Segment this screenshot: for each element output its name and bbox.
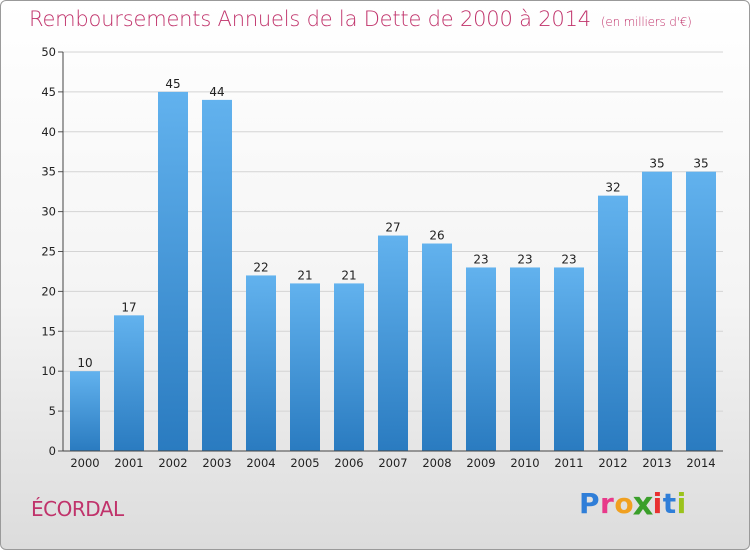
x-tick-label: 2012	[598, 456, 627, 470]
x-tick-label: 2005	[290, 456, 319, 470]
data-label: 35	[693, 157, 708, 171]
data-label: 17	[121, 300, 136, 314]
y-tick-label: 0	[49, 444, 56, 458]
bar	[686, 171, 716, 451]
x-tick-label: 2013	[642, 456, 671, 470]
bar	[114, 315, 144, 451]
bar	[334, 283, 364, 451]
y-tick-label: 30	[41, 205, 56, 219]
y-axis-ticks: 0 5 10 15 20 25 30 35 40 45 50	[41, 45, 63, 458]
data-label: 21	[341, 268, 356, 282]
x-tick-label: 2004	[246, 456, 275, 470]
bar	[642, 171, 672, 451]
bar	[246, 275, 276, 451]
y-tick-label: 50	[41, 45, 56, 59]
x-tick-label: 2006	[334, 456, 363, 470]
bar	[422, 243, 452, 451]
chart-title-text: Remboursements Annuels de la Dette de 20…	[29, 7, 591, 31]
chart-title: Remboursements Annuels de la Dette de 20…	[29, 7, 692, 31]
x-tick-label: 2008	[422, 456, 451, 470]
data-label: 23	[561, 252, 576, 266]
y-tick-label: 5	[49, 404, 56, 418]
x-tick-label: 2000	[70, 456, 99, 470]
y-tick-label: 40	[41, 125, 56, 139]
y-tick-label: 20	[41, 284, 56, 298]
x-tick-label: 2001	[114, 456, 143, 470]
bar	[70, 371, 100, 451]
proxiti-logo: Proxiti	[579, 484, 687, 523]
y-tick-label: 10	[41, 364, 56, 378]
data-label: 23	[517, 252, 532, 266]
axes	[62, 52, 723, 452]
x-tick-label: 2007	[378, 456, 407, 470]
logo-letter: o	[614, 487, 635, 520]
y-tick-label: 45	[41, 85, 56, 99]
data-label: 35	[649, 157, 664, 171]
y-tick-label: 25	[41, 245, 56, 259]
data-label: 44	[209, 85, 224, 99]
data-label: 10	[77, 356, 92, 370]
logo-letter: P	[579, 487, 601, 520]
bars	[70, 91, 716, 452]
bar	[158, 91, 188, 452]
data-label: 27	[385, 221, 400, 235]
chart-unit: (en milliers d'€)	[600, 15, 692, 29]
y-tick-label: 35	[41, 165, 56, 179]
bar	[202, 99, 232, 451]
bar	[510, 267, 540, 451]
bar	[290, 283, 320, 451]
data-label: 32	[605, 181, 620, 195]
logo-letter: i	[676, 487, 687, 520]
bar	[378, 235, 408, 451]
x-tick-label: 2003	[202, 456, 231, 470]
x-axis-ticks: 2000 2001 2002 2003 2004 2005 2006 2007 2008 2009…	[70, 456, 715, 470]
y-tick-label: 15	[41, 324, 56, 338]
x-tick-label: 2009	[466, 456, 495, 470]
data-labels: 10 17 45 44 22 21 21 27 26 23 23 23 32 35 35	[77, 77, 708, 370]
bar	[466, 267, 496, 451]
data-label: 45	[165, 77, 180, 91]
x-tick-label: 2002	[158, 456, 187, 470]
bar	[554, 267, 584, 451]
logo-letter: i	[652, 487, 663, 520]
data-label: 26	[429, 229, 444, 243]
commune-name: ÉCORDAL	[31, 497, 124, 521]
x-tick-label: 2010	[510, 456, 539, 470]
data-label: 22	[253, 260, 268, 274]
logo-letter: r	[600, 487, 615, 520]
logo-letter: t	[662, 487, 677, 520]
x-tick-label: 2011	[554, 456, 583, 470]
x-tick-label: 2014	[686, 456, 715, 470]
data-label: 23	[473, 252, 488, 266]
data-label: 21	[297, 268, 312, 282]
logo-letter: x	[632, 484, 655, 523]
bar	[598, 195, 628, 451]
